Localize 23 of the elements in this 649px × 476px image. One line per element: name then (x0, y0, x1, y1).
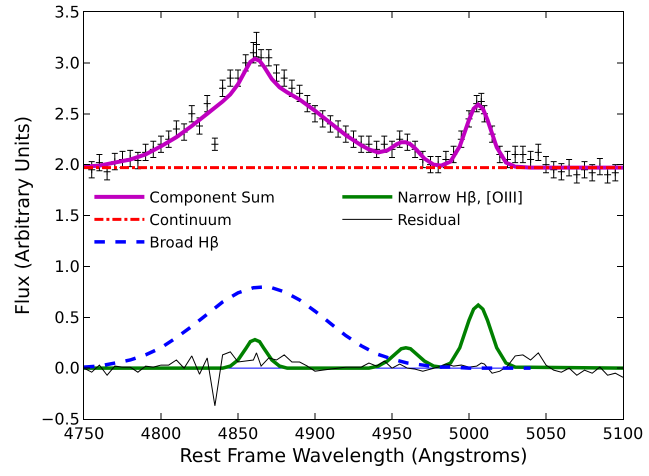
y-tick-label: 3.0 (54, 53, 80, 72)
x-tick-label: 4800 (140, 424, 182, 444)
legend-label: Residual (397, 211, 461, 230)
x-tick-label: 5050 (526, 424, 566, 444)
legend-label: Continuum (149, 211, 232, 230)
x-tick-label: 5100 (602, 424, 644, 444)
y-tick-label: 1.0 (54, 256, 80, 276)
legend-label: Broad Hβ (149, 234, 220, 252)
legend-label: Narrow Hβ, [OIII] (397, 188, 523, 207)
y-axis-title: Flux (Arbitrary Units) (12, 116, 34, 316)
x-tick-label: 4750 (64, 424, 104, 444)
legend-label: Component Sum (149, 188, 275, 207)
x-axis-title: Rest Frame Wavelength (Angstroms) (179, 445, 528, 467)
x-tick-label: 5000 (448, 424, 490, 444)
x-tick-label: 4900 (294, 424, 336, 444)
y-tick-label: 0.0 (54, 358, 80, 378)
x-tick-label: 4950 (372, 424, 412, 444)
x-tick-label: 4850 (218, 424, 258, 444)
y-tick-label: 0.5 (54, 308, 80, 327)
y-tick-label: 2.5 (54, 104, 80, 124)
y-tick-label: 2.0 (54, 155, 80, 174)
y-tick-label: 3.5 (54, 2, 80, 22)
y-tick-label: 1.5 (54, 206, 80, 226)
